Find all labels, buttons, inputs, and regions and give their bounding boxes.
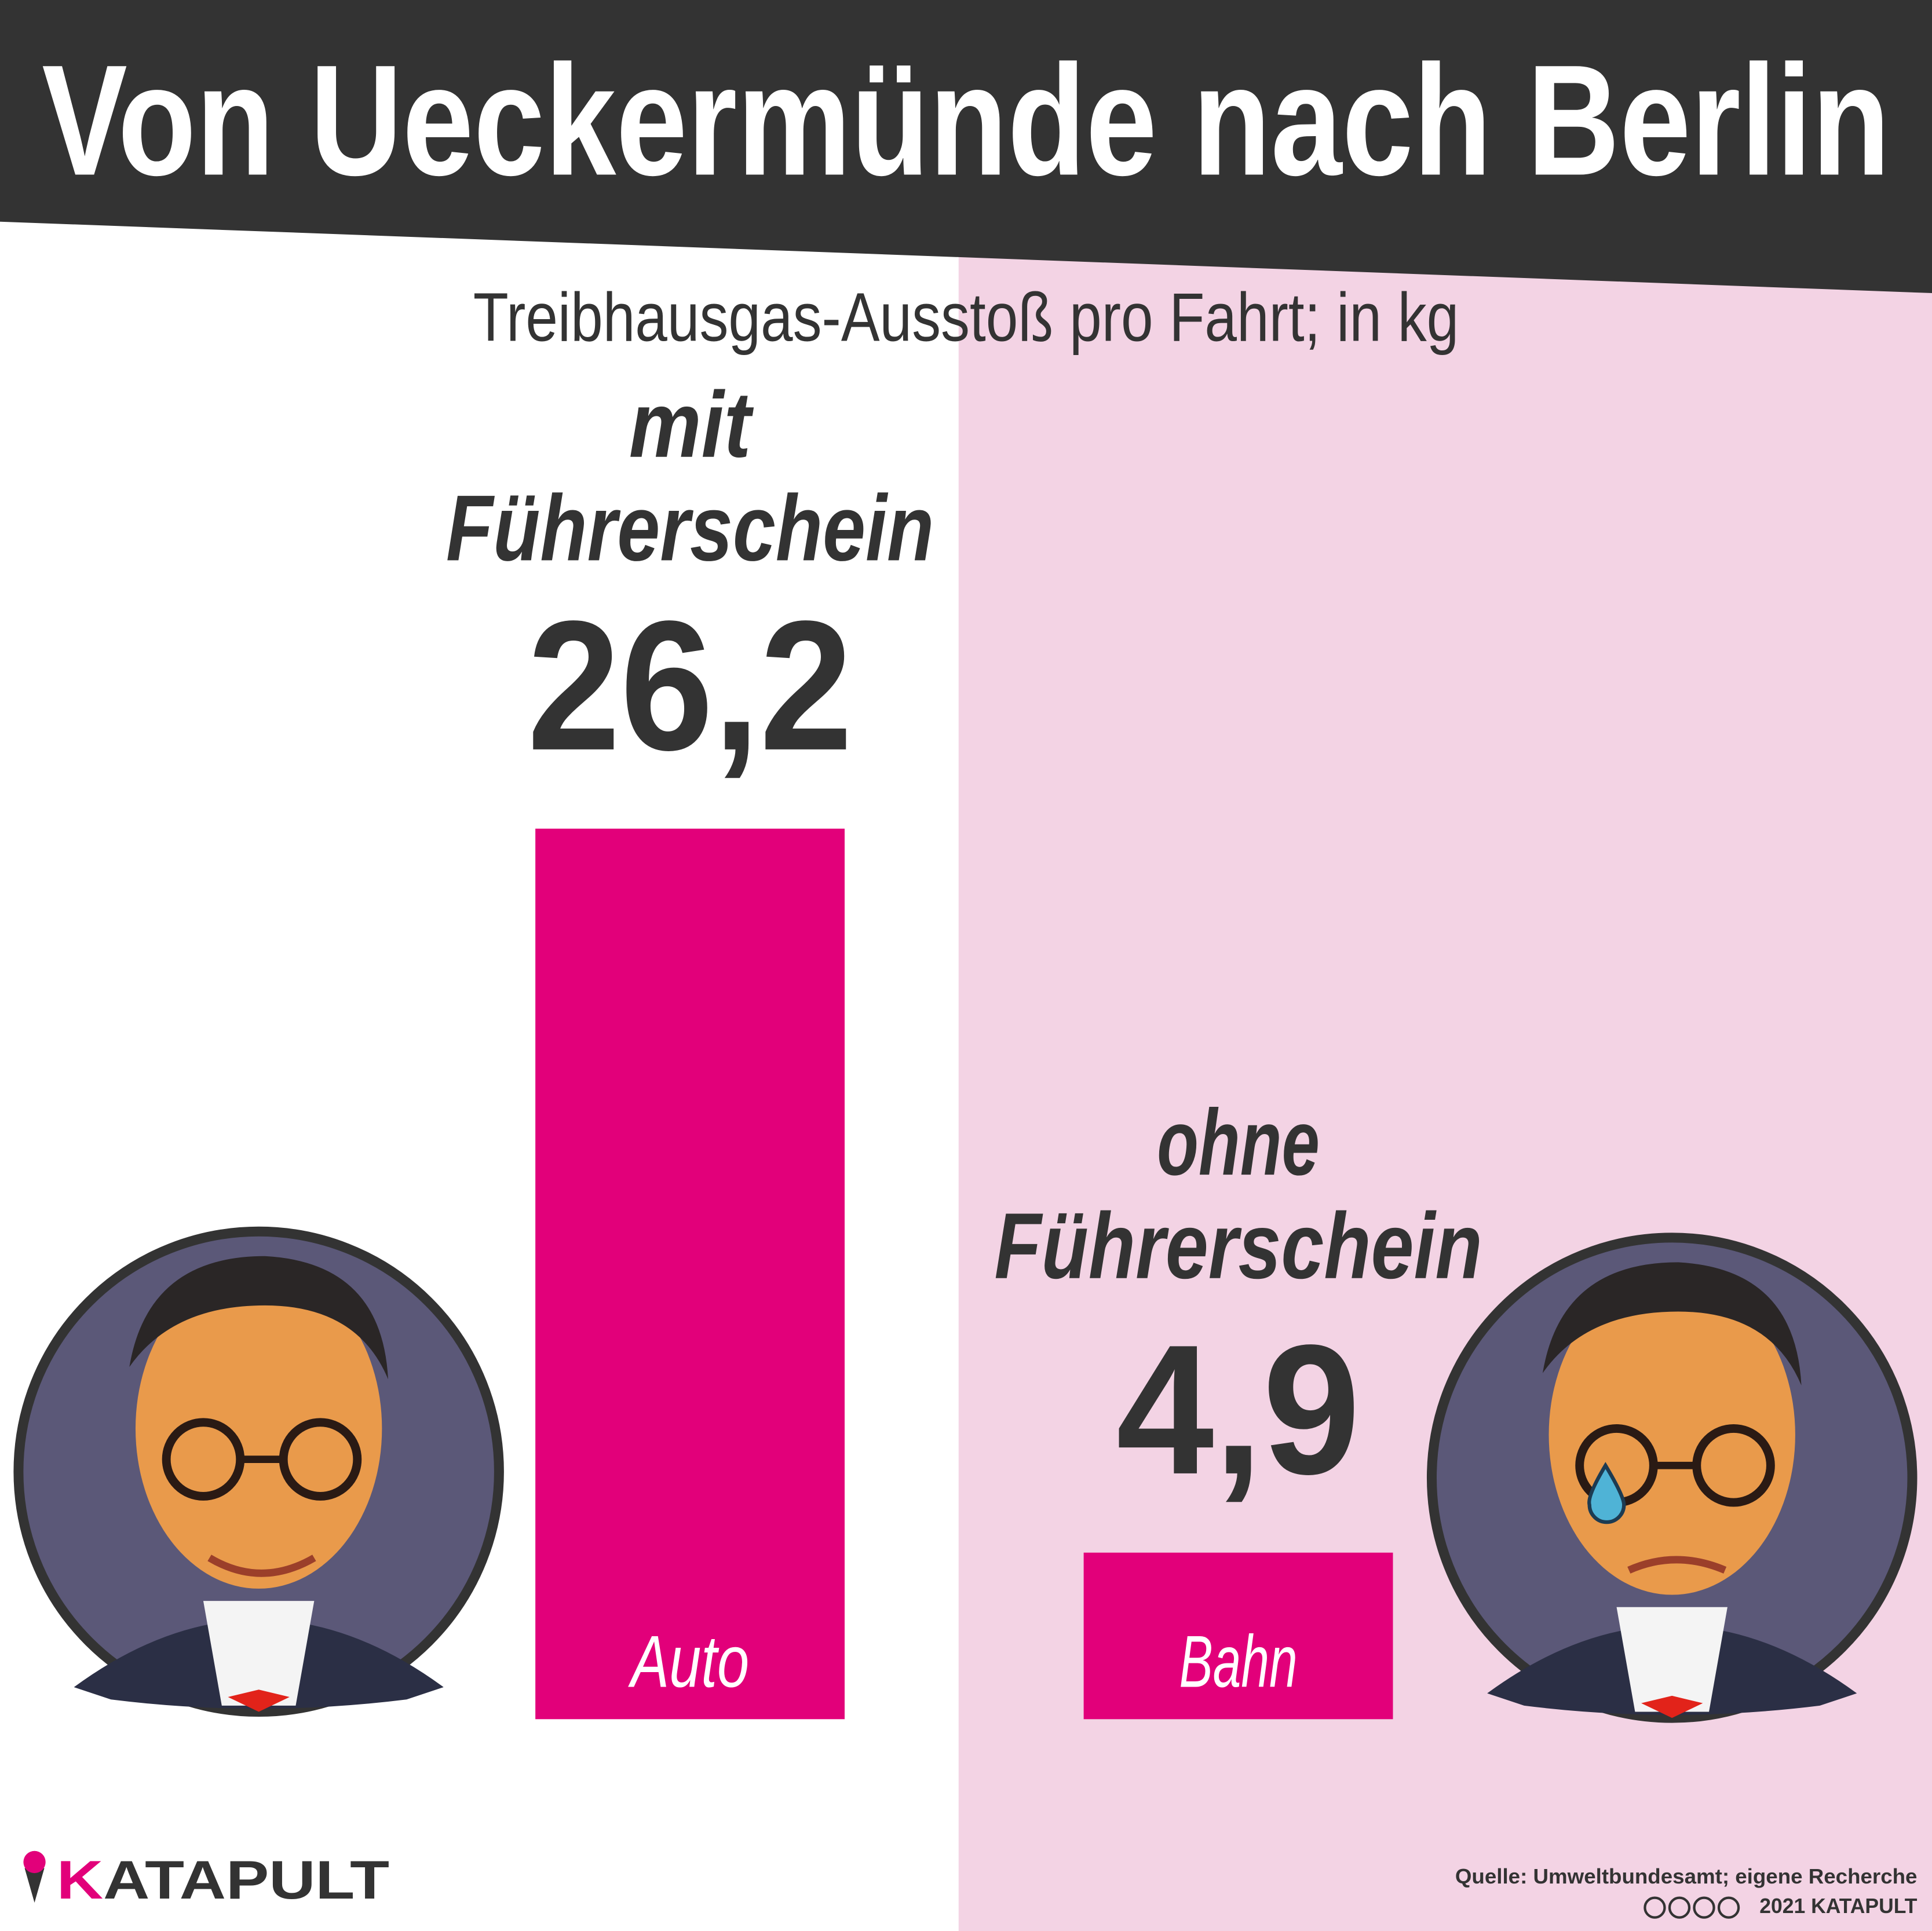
license-icons bbox=[1644, 1896, 1740, 1919]
value-label: 26,2 bbox=[527, 582, 853, 789]
chart-title: Von Ueckermünde nach Berlin bbox=[42, 32, 1890, 209]
title-banner bbox=[0, 0, 1932, 294]
logo-text: K ATAPULT bbox=[57, 1849, 389, 1910]
bar bbox=[1083, 1552, 1393, 1720]
group-label: mit bbox=[629, 373, 754, 477]
group-label: ohne bbox=[1157, 1091, 1320, 1195]
value-label: 4,9 bbox=[1116, 1306, 1360, 1513]
group-label: Führerschein bbox=[446, 476, 934, 580]
group-label: Führerschein bbox=[994, 1194, 1482, 1299]
portrait-right bbox=[1426, 1233, 1918, 1723]
category-label: Bahn bbox=[1179, 1621, 1297, 1703]
copyright: 2021 KATAPULT bbox=[1759, 1894, 1917, 1918]
bar bbox=[535, 828, 845, 1720]
logo bbox=[23, 1850, 46, 1903]
chart-subtitle: Treibhausgas-Ausstoß pro Fahrt; in kg bbox=[473, 279, 1459, 356]
source: Quelle: Umweltbundesamt; eigene Recherch… bbox=[1455, 1864, 1918, 1888]
portrait-left bbox=[13, 1226, 504, 1717]
category-label: Auto bbox=[628, 1621, 750, 1703]
